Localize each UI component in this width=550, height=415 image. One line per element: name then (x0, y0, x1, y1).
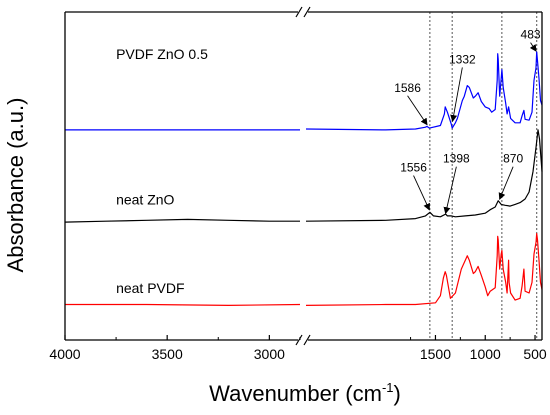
x-tick-label-1500: 1500 (420, 346, 451, 362)
annotation-arrow-1398 (443, 166, 457, 215)
x-axis-title-main: Wavenumber (cm (209, 381, 382, 406)
series-label-neat-zno: neat ZnO (116, 191, 174, 207)
x-axis-title: Wavenumber (cm-1) (209, 380, 401, 406)
annotation-arrow-1332 (450, 67, 463, 123)
peak-annotations: 1586 1332 483 1556 1398 870 (394, 28, 541, 215)
series-line-neat-pvdf-right (305, 233, 543, 306)
series-label-neat-pvdf: neat PVDF (116, 280, 184, 296)
series-labels: PVDF ZnO 0.5 neat ZnO neat PVDF (116, 46, 208, 296)
x-tick-label-500: 500 (523, 346, 547, 362)
plot-frame (64, 6, 543, 346)
series-layer (64, 51, 543, 306)
axis-break-mark (295, 334, 303, 346)
x-tick-label-3000: 3000 (254, 346, 285, 362)
series-line-neat-zno-left (64, 218, 300, 223)
annotation-870: 870 (503, 152, 523, 166)
series-line-neat-zno-right (305, 129, 543, 222)
x-tick-label-3500: 3500 (152, 346, 183, 362)
y-axis-title: Absorbance (a.u.) (3, 98, 28, 273)
series-line-neat-pvdf-left (65, 303, 301, 306)
annotation-1398: 1398 (443, 152, 470, 166)
axis-break-mark (295, 6, 303, 18)
x-axis-title-end: ) (394, 381, 401, 406)
annotation-arrow-1556 (413, 175, 430, 211)
annotation-arrow-483 (529, 42, 537, 52)
axis-break-mark (303, 334, 311, 346)
x-tick-label-4000: 4000 (49, 346, 80, 362)
annotation-arrow-870 (498, 166, 514, 200)
x-tick-label-1000: 1000 (470, 346, 501, 362)
annotation-1556: 1556 (400, 161, 427, 175)
annotation-1332: 1332 (449, 52, 476, 66)
annotation-1586: 1586 (394, 81, 421, 95)
x-ticks: 4000 3500 3000 1500 1000 500 (49, 335, 547, 362)
annotation-arrow-1586 (407, 95, 428, 126)
axis-break-mark (303, 6, 311, 18)
x-axis-title-sup: -1 (382, 380, 394, 395)
reference-lines (429, 12, 538, 340)
annotation-483: 483 (521, 28, 541, 42)
series-line-pvdf-zno-0-5-right (305, 51, 543, 131)
series-label-pvdf-zno-0-5: PVDF ZnO 0.5 (116, 46, 208, 62)
